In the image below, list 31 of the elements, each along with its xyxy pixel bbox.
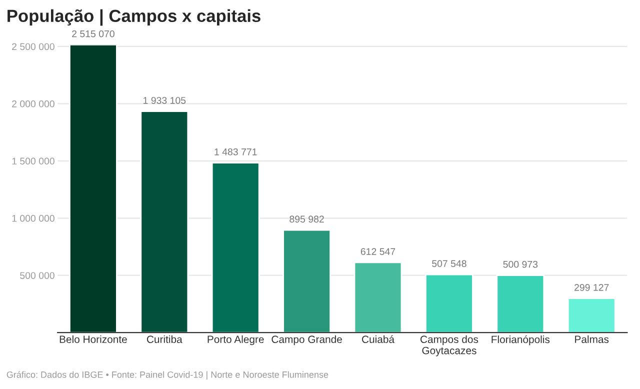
x-tick-label: Campo Grande bbox=[272, 335, 342, 346]
y-tick-label: 1 000 000 bbox=[12, 214, 54, 222]
x-tick-label: Belo Horizonte bbox=[60, 335, 127, 344]
text: Gráfico: Dados do IBGE • Fonte: Painel Covid-19 | Norte e Noroeste Fluminense bbox=[6, 371, 328, 380]
x-tick-label: Palmas bbox=[575, 335, 609, 344]
bar bbox=[140, 110, 189, 333]
bar bbox=[282, 229, 331, 333]
bar bbox=[354, 262, 402, 333]
y-tick-label: 2 000 000 bbox=[12, 100, 54, 108]
y-tick-label: 500 000 bbox=[20, 272, 54, 279]
x-tick-label: Porto Alegre bbox=[208, 335, 264, 346]
x-tick-label: Florianópolis bbox=[492, 335, 550, 346]
data-label: 1 483 771 bbox=[214, 148, 257, 156]
data-label: 299 127 bbox=[574, 284, 609, 291]
data-label: 500 973 bbox=[503, 260, 538, 268]
bar bbox=[496, 274, 545, 333]
y-tick-label: 2 500 000 bbox=[12, 43, 54, 50]
bar bbox=[425, 274, 474, 333]
y-tick-label: 1 500 000 bbox=[12, 158, 54, 165]
bar bbox=[211, 162, 260, 333]
x-tick-label: Cuiabá bbox=[362, 335, 395, 344]
chart-title: População | Campos x capitais bbox=[8, 9, 260, 26]
x-tick-label: Curitiba bbox=[146, 335, 182, 344]
data-label: 895 982 bbox=[290, 216, 324, 223]
data-label: 1 933 105 bbox=[144, 96, 186, 104]
data-label: 507 548 bbox=[432, 260, 466, 268]
bar bbox=[69, 44, 118, 333]
data-label: 612 547 bbox=[360, 248, 396, 256]
data-label: 2 515 070 bbox=[72, 30, 114, 38]
bar bbox=[567, 298, 616, 333]
x-tick-label: Campos dos Goytacazes bbox=[420, 335, 478, 356]
